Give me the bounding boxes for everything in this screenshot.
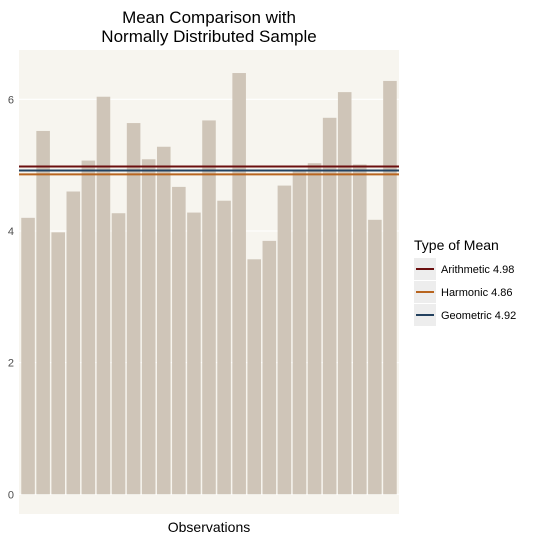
bar (141, 159, 156, 495)
y-axis-ticks: 0 2 4 6 (8, 94, 14, 501)
bar (277, 185, 292, 495)
bar (322, 117, 337, 495)
bar (292, 170, 307, 495)
y-tick-label: 4 (8, 226, 14, 238)
bar (262, 240, 277, 495)
bar (383, 80, 397, 495)
bar (21, 217, 35, 495)
legend-label: Arithmetic 4.98 (441, 264, 514, 276)
bar (126, 123, 141, 495)
bar (36, 130, 50, 495)
y-tick-label: 0 (8, 489, 14, 501)
bar (217, 200, 231, 495)
legend-entries: Arithmetic 4.98 Harmonic 4.86 Geometric 4.… (414, 258, 516, 326)
y-tick-label: 2 (8, 358, 14, 370)
bar (66, 191, 81, 495)
bar (307, 163, 322, 495)
bar (111, 213, 126, 495)
x-axis-label: Observations (168, 519, 250, 535)
bar (96, 96, 111, 495)
bar (232, 73, 246, 495)
chart-title-line-1: Mean Comparison with (122, 8, 296, 27)
bar (368, 219, 382, 495)
bar (337, 92, 352, 495)
bar (156, 146, 171, 495)
bar (172, 186, 186, 495)
bar (81, 160, 96, 495)
bar (353, 164, 367, 495)
legend-label: Geometric 4.92 (441, 310, 516, 322)
legend: Type of Mean Arithmetic 4.98 Harmonic 4.8… (414, 237, 516, 326)
bars (21, 73, 397, 495)
bar (187, 212, 201, 495)
chart-title-line-2: Normally Distributed Sample (101, 27, 316, 46)
bar (51, 232, 65, 495)
bar (202, 120, 216, 495)
legend-label: Harmonic 4.86 (441, 287, 513, 299)
mean-lines (19, 165, 399, 176)
y-tick-label: 6 (8, 94, 14, 106)
legend-title: Type of Mean (414, 237, 499, 253)
bar (247, 259, 262, 495)
